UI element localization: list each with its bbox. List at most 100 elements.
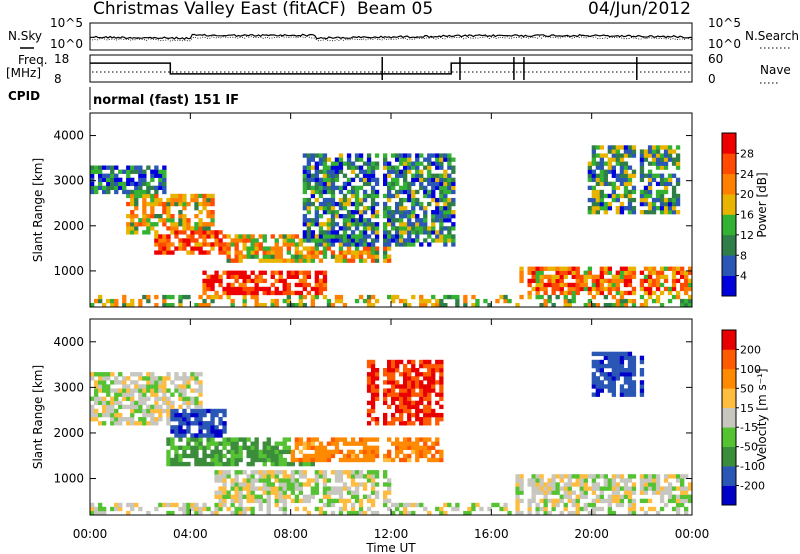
heatmap-cell — [330, 303, 336, 308]
heatmap-cell — [178, 417, 183, 422]
heatmap-cell — [399, 359, 404, 365]
heatmap-cell — [395, 153, 400, 158]
heatmap-cell — [391, 359, 396, 365]
heatmap-cell — [238, 453, 243, 459]
heatmap-cell — [611, 294, 617, 300]
heatmap-cell — [282, 234, 287, 239]
heatmap-cell — [439, 298, 444, 304]
heatmap-cell — [122, 185, 127, 191]
heatmap-cell — [611, 157, 617, 162]
heatmap-cell — [615, 193, 621, 199]
heatmap-cell — [262, 457, 267, 463]
heatmap-cell — [214, 242, 219, 247]
heatmap-cell — [591, 363, 597, 369]
heatmap-cell — [290, 457, 296, 463]
heatmap-cell — [423, 392, 428, 397]
heatmap-cell — [407, 165, 412, 170]
heatmap-cell — [114, 173, 119, 178]
heatmap-cell — [106, 392, 111, 397]
heatmap-cell — [170, 429, 175, 434]
heatmap-cell — [306, 482, 312, 487]
heatmap-cell — [254, 242, 259, 247]
heatmap-cell — [439, 388, 444, 393]
heatmap-cell — [427, 372, 432, 377]
heatmap-cell — [427, 449, 432, 455]
heatmap-cell — [663, 197, 669, 203]
heatmap-cell — [495, 502, 500, 508]
heatmap-cell — [403, 210, 408, 215]
power-y-label: Slant Range [km] — [31, 158, 45, 262]
heatmap-cell — [447, 165, 452, 170]
heatmap-cell — [314, 286, 320, 292]
heatmap-cell — [599, 506, 605, 512]
heatmap-cell — [607, 149, 613, 154]
heatmap-cell — [322, 470, 328, 475]
heatmap-cell — [655, 298, 661, 304]
heatmap-cell — [218, 498, 223, 504]
heatmap-cell — [350, 494, 356, 499]
heatmap-cell — [387, 486, 392, 491]
heatmap-cell — [214, 278, 219, 284]
heatmap-cell — [370, 201, 376, 207]
heatmap-cell — [154, 185, 159, 191]
heatmap-cell — [591, 359, 597, 365]
heatmap-cell — [431, 294, 436, 300]
heatmap-cell — [667, 181, 673, 187]
heatmap-cell — [374, 238, 380, 243]
heatmap-cell — [322, 169, 328, 174]
heatmap-cell — [350, 449, 356, 455]
heatmap-cell — [539, 482, 544, 487]
heatmap-cell — [198, 230, 203, 235]
heatmap-cell — [302, 238, 308, 243]
heatmap-cell — [198, 400, 203, 406]
heatmap-cell — [362, 482, 368, 487]
heatmap-cell — [334, 238, 340, 243]
heatmap-cell — [138, 181, 143, 187]
heatmap-cell — [226, 441, 231, 446]
heatmap-cell — [270, 258, 275, 263]
heatmap-cell — [623, 376, 629, 381]
heatmap-cell — [114, 421, 119, 426]
heatmap-cell — [318, 230, 324, 235]
heatmap-cell — [222, 494, 227, 499]
heatmap-cell — [374, 445, 380, 450]
heatmap-cell — [230, 274, 235, 280]
heatmap-cell — [178, 457, 183, 463]
heatmap-cell — [250, 246, 255, 251]
heatmap-cell — [354, 210, 360, 215]
heatmap-cell — [591, 490, 597, 495]
heatmap-cell — [206, 210, 211, 215]
heatmap-cell — [655, 157, 661, 162]
heatmap-cell — [374, 165, 380, 170]
heatmap-cell — [214, 474, 219, 479]
heatmap-cell — [170, 222, 175, 227]
heatmap-cell — [318, 470, 324, 475]
heatmap-cell — [190, 445, 195, 450]
heatmap-cell — [274, 457, 279, 463]
heatmap-cell — [238, 498, 243, 504]
heatmap-cell — [322, 234, 328, 239]
heatmap-cell — [419, 408, 424, 414]
heatmap-cell — [583, 278, 588, 284]
heatmap-cell — [507, 510, 512, 516]
heatmap-cell — [639, 506, 645, 512]
heatmap-cell — [475, 502, 480, 508]
heatmap-cell — [387, 206, 392, 211]
heatmap-cell — [366, 169, 372, 174]
heatmap-cell — [270, 482, 275, 487]
heatmap-cell — [419, 453, 424, 459]
heatmap-cell — [194, 441, 199, 446]
heatmap-cell — [587, 165, 593, 170]
heatmap-cell — [366, 457, 372, 463]
heatmap-cell — [423, 437, 428, 442]
heatmap-cell — [675, 201, 681, 207]
heatmap-cell — [314, 173, 320, 178]
heatmap-cell — [170, 303, 175, 308]
heatmap-cell — [214, 449, 219, 455]
heatmap-cell — [407, 181, 412, 187]
heatmap-cell — [170, 197, 175, 203]
heatmap-cell — [391, 193, 396, 199]
heatmap-cell — [387, 210, 392, 215]
heatmap-cell — [326, 441, 332, 446]
heatmap-cell — [186, 294, 191, 300]
